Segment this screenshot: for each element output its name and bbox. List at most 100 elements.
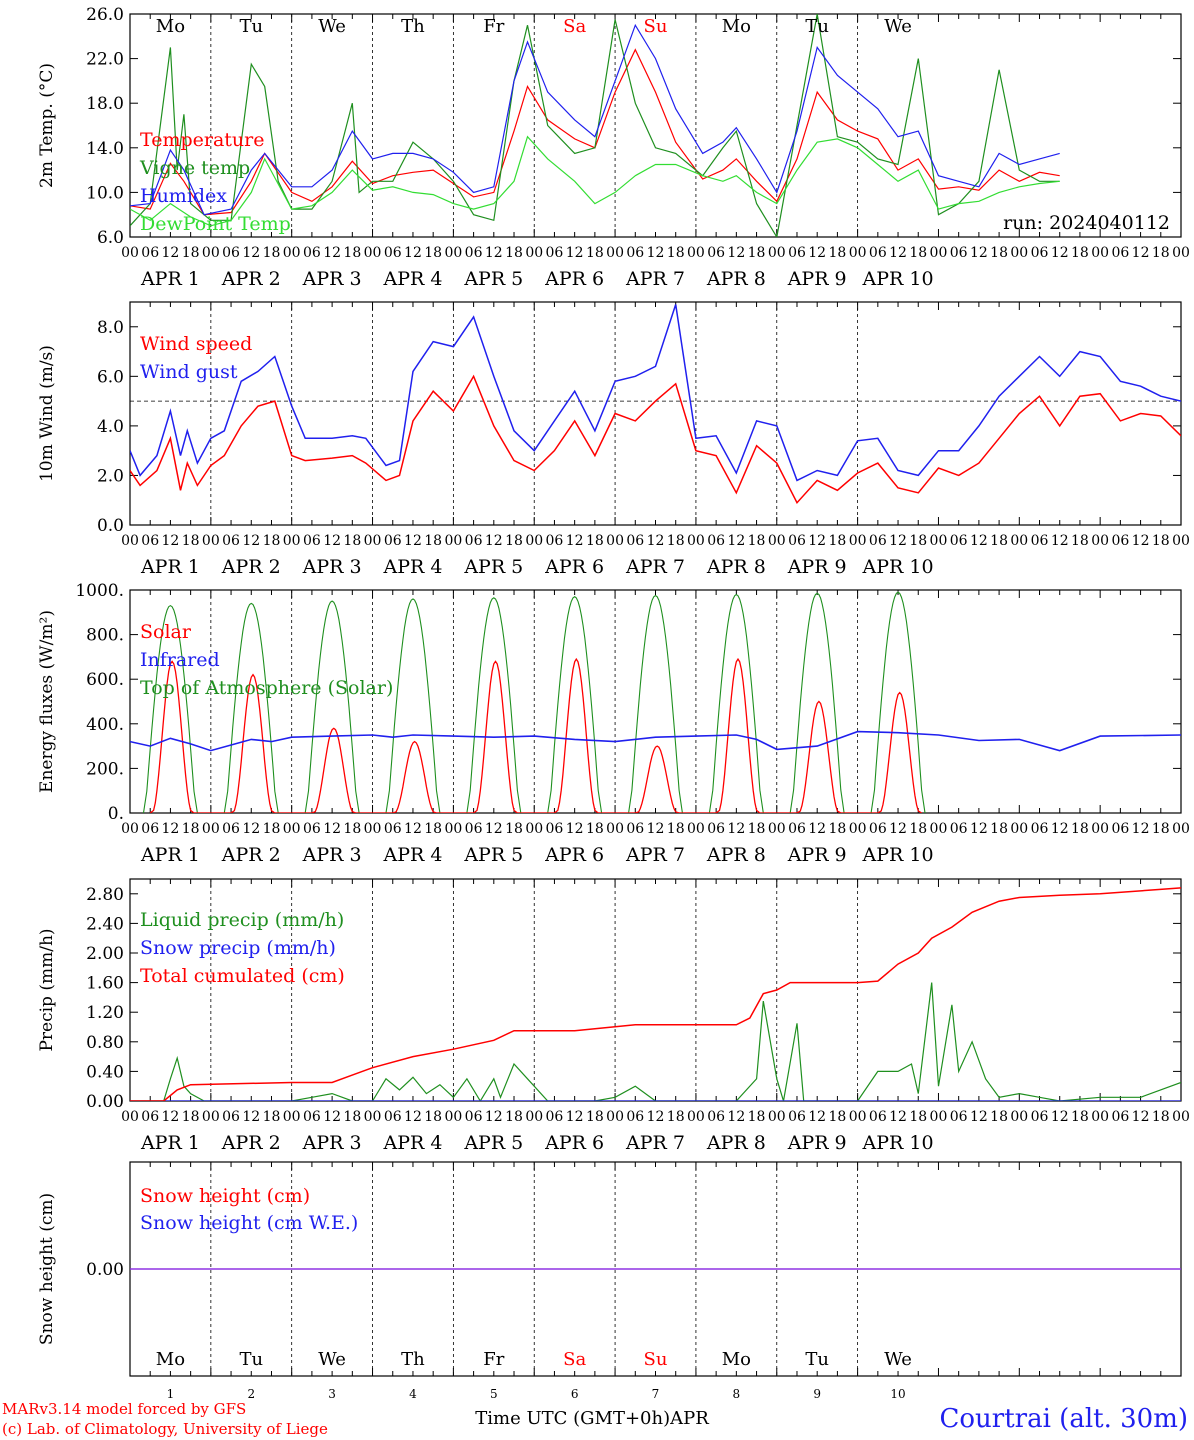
hour-tick-label: 18	[586, 1109, 604, 1125]
hour-tick-label: 18	[748, 1109, 766, 1125]
hour-tick-label: 00	[606, 533, 624, 549]
hour-tick-label: 00	[283, 821, 301, 837]
hour-tick-label: 06	[1031, 821, 1049, 837]
hour-tick-label: 18	[828, 245, 846, 261]
date-label: APR 6	[544, 844, 604, 866]
hour-tick-label: 00	[768, 821, 786, 837]
hour-tick-label: 00	[606, 1109, 624, 1125]
hour-tick-label: 18	[1152, 821, 1170, 837]
date-label: APR 6	[544, 556, 604, 578]
date-label: APR 1	[140, 268, 200, 290]
hour-tick-label: 06	[141, 1109, 159, 1125]
hour-tick-label: 12	[647, 1109, 665, 1125]
date-label: APR 4	[382, 844, 442, 866]
y-tick-label: 0.	[108, 804, 124, 824]
hour-tick-label: 12	[970, 533, 988, 549]
hour-tick-label: 12	[242, 245, 260, 261]
y-tick-label: 0.80	[86, 1033, 124, 1053]
hour-tick-label: 18	[424, 533, 442, 549]
hour-tick-label: 18	[263, 533, 281, 549]
hour-tick-label: 12	[404, 821, 422, 837]
day-name-bottom: Th	[401, 1349, 425, 1370]
hour-tick-label: 18	[1152, 533, 1170, 549]
date-label: APR 3	[302, 268, 362, 290]
hour-tick-label: 06	[869, 245, 887, 261]
hour-tick-label: 06	[869, 1109, 887, 1125]
hour-tick-label: 12	[647, 821, 665, 837]
y-tick-label: 0.00	[86, 1260, 124, 1280]
hour-tick-label: 00	[849, 245, 867, 261]
hour-tick-label: 06	[384, 1109, 402, 1125]
hour-tick-label: 18	[505, 245, 523, 261]
hour-tick-label: 18	[586, 533, 604, 549]
y-axis-title: Precip (mm/h)	[37, 928, 57, 1051]
series-line-dewpoint-temp	[130, 135, 1060, 227]
hour-tick-label: 00	[930, 821, 948, 837]
hour-tick-label: 06	[788, 533, 806, 549]
hour-tick-label: 18	[990, 821, 1008, 837]
hour-tick-label: 00	[444, 1109, 462, 1125]
hour-tick-label: 12	[970, 821, 988, 837]
date-label: APR 7	[625, 1132, 685, 1154]
hour-tick-label: 06	[626, 245, 644, 261]
date-label: APR 4	[382, 1132, 442, 1154]
day-number: 8	[733, 1387, 741, 1401]
date-label: APR 8	[706, 844, 766, 866]
date-label: APR 10	[862, 556, 934, 578]
date-label: APR 6	[544, 1132, 604, 1154]
series-line-total-cumulated-cm-	[130, 887, 1181, 1101]
legend-entry: Snow height (cm W.E.)	[140, 1212, 358, 1234]
day-number: 10	[890, 1387, 905, 1401]
hour-tick-label: 06	[1031, 533, 1049, 549]
hour-tick-label: 06	[950, 533, 968, 549]
hour-tick-label: 00	[687, 821, 705, 837]
hour-tick-label: 12	[485, 1109, 503, 1125]
date-label: APR 1	[140, 1132, 200, 1154]
date-label: APR 5	[463, 844, 523, 866]
date-label: APR 9	[787, 844, 847, 866]
day-number: 3	[328, 1387, 336, 1401]
hour-tick-label: 06	[222, 245, 240, 261]
hour-tick-label: 00	[1091, 533, 1109, 549]
hour-tick-label: 12	[808, 1109, 826, 1125]
y-tick-label: 8.0	[97, 318, 124, 338]
hour-tick-label: 18	[424, 1109, 442, 1125]
day-name-bottom: Fr	[483, 1349, 504, 1370]
hour-tick-label: 12	[1132, 1109, 1150, 1125]
day-name-top: Tu	[805, 16, 829, 37]
hour-tick-label: 00	[1091, 821, 1109, 837]
hour-tick-label: 00	[930, 533, 948, 549]
day-number: 6	[571, 1387, 579, 1401]
date-label: APR 2	[221, 844, 281, 866]
hour-tick-label: 12	[1051, 1109, 1069, 1125]
day-name-top: Th	[401, 16, 425, 37]
day-number: 1	[167, 1387, 175, 1401]
hour-tick-label: 18	[667, 245, 685, 261]
y-tick-label: 14.0	[86, 139, 124, 159]
hour-tick-label: 00	[768, 1109, 786, 1125]
date-label: APR 5	[463, 1132, 523, 1154]
hour-tick-label: 06	[222, 821, 240, 837]
hour-tick-label: 00	[364, 533, 382, 549]
hour-tick-label: 06	[222, 533, 240, 549]
run-label: run: 2024040112	[1003, 212, 1170, 234]
hour-tick-label: 12	[323, 1109, 341, 1125]
hour-tick-label: 00	[121, 1109, 139, 1125]
hour-tick-label: 18	[748, 245, 766, 261]
hour-tick-label: 18	[424, 245, 442, 261]
hour-tick-label: 00	[283, 533, 301, 549]
day-name-top: We	[884, 16, 912, 37]
hour-tick-label: 06	[626, 821, 644, 837]
legend-entry: Snow height (cm)	[140, 1185, 310, 1207]
hour-tick-label: 06	[141, 533, 159, 549]
hour-tick-label: 06	[384, 245, 402, 261]
hour-tick-label: 06	[707, 533, 725, 549]
hour-tick-label: 18	[748, 821, 766, 837]
hour-tick-label: 12	[1051, 245, 1069, 261]
hour-tick-label: 18	[909, 1109, 927, 1125]
y-tick-label: 2.00	[86, 944, 124, 964]
hour-tick-label: 12	[566, 533, 584, 549]
hour-tick-label: 12	[162, 821, 180, 837]
hour-tick-label: 00	[1010, 1109, 1028, 1125]
date-label: APR 10	[862, 1132, 934, 1154]
